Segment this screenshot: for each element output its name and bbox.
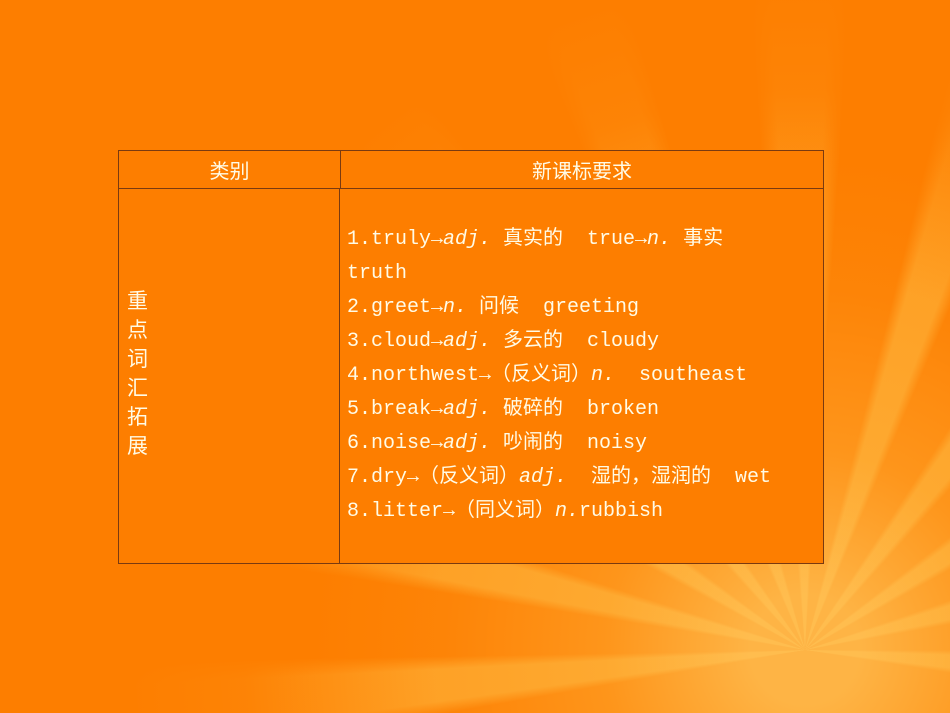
vocab-line: 7.dry→（反义词）adj. 湿的，湿润的 wet bbox=[347, 461, 823, 495]
vocab-text: 破碎的 broken bbox=[491, 398, 660, 421]
vocab-text: rubbish bbox=[579, 500, 664, 523]
part-of-speech: adj. bbox=[443, 398, 492, 421]
part-of-speech: n. bbox=[591, 364, 616, 387]
header-cell-requirement: 新课标要求 bbox=[532, 161, 632, 185]
vocab-text: 2.greet→ bbox=[347, 296, 444, 319]
vocab-line: 1.truly→adj. 真实的 true→n. 事实 bbox=[347, 223, 823, 257]
vocab-text: 真实的 true→ bbox=[491, 228, 648, 251]
header-cell-category: 类别 bbox=[119, 151, 341, 188]
vocab-line: 6.noise→adj. 吵闹的 noisy bbox=[347, 427, 823, 461]
vocab-text: 多云的 cloudy bbox=[491, 330, 660, 353]
part-of-speech: adj. bbox=[443, 228, 492, 251]
part-of-speech: n. bbox=[443, 296, 468, 319]
vocab-text: southeast bbox=[615, 364, 748, 387]
vocab-line: truth bbox=[347, 257, 823, 291]
vocab-text: 1.truly→ bbox=[347, 228, 444, 251]
part-of-speech: adj. bbox=[519, 466, 568, 489]
vocab-text: 事实 bbox=[671, 228, 724, 251]
category-char: 重 bbox=[127, 292, 148, 315]
vocab-line: 5.break→adj. 破碎的 broken bbox=[347, 393, 823, 427]
vocab-text: 4.northwest→（反义词） bbox=[347, 364, 592, 387]
vocab-text: 湿的，湿润的 wet bbox=[567, 466, 772, 489]
vocab-text: 7.dry→（反义词） bbox=[347, 466, 520, 489]
category-char: 点 bbox=[127, 321, 148, 344]
vocab-text: 问候 greeting bbox=[467, 296, 640, 319]
category-vertical-text: 重点词汇拓展 bbox=[119, 189, 340, 563]
vocab-line: 3.cloud→adj. 多云的 cloudy bbox=[347, 325, 823, 359]
vocab-text: 吵闹的 noisy bbox=[491, 432, 648, 455]
vocab-text: 3.cloud→ bbox=[347, 330, 444, 353]
part-of-speech: adj. bbox=[443, 330, 492, 353]
vocab-table: 类别 新课标要求 重点词汇拓展 1.truly→adj. 真实的 true→n.… bbox=[118, 150, 824, 564]
part-of-speech: n. bbox=[647, 228, 672, 251]
table-header-row: 类别 新课标要求 bbox=[119, 151, 823, 189]
vocab-line: 8.litter→（同义词）n.rubbish bbox=[347, 495, 823, 529]
vocab-text: 6.noise→ bbox=[347, 432, 444, 455]
vocab-text: 8.litter→（同义词） bbox=[347, 500, 556, 523]
vocab-line: 2.greet→n. 问候 greeting bbox=[347, 291, 823, 325]
vocab-text: 5.break→ bbox=[347, 398, 444, 421]
category-char: 展 bbox=[127, 437, 148, 460]
table-body-row: 重点词汇拓展 1.truly→adj. 真实的 true→n. 事实 truth 2… bbox=[119, 189, 823, 563]
category-char: 词 bbox=[127, 350, 148, 373]
category-char: 拓 bbox=[127, 408, 148, 431]
vocab-text: truth bbox=[347, 262, 408, 285]
vocab-line: 4.northwest→（反义词）n. southeast bbox=[347, 359, 823, 393]
vocab-list: 1.truly→adj. 真实的 true→n. 事实 truth 2.greet→… bbox=[340, 189, 823, 563]
part-of-speech: n. bbox=[555, 500, 580, 523]
category-char: 汇 bbox=[127, 379, 148, 402]
part-of-speech: adj. bbox=[443, 432, 492, 455]
